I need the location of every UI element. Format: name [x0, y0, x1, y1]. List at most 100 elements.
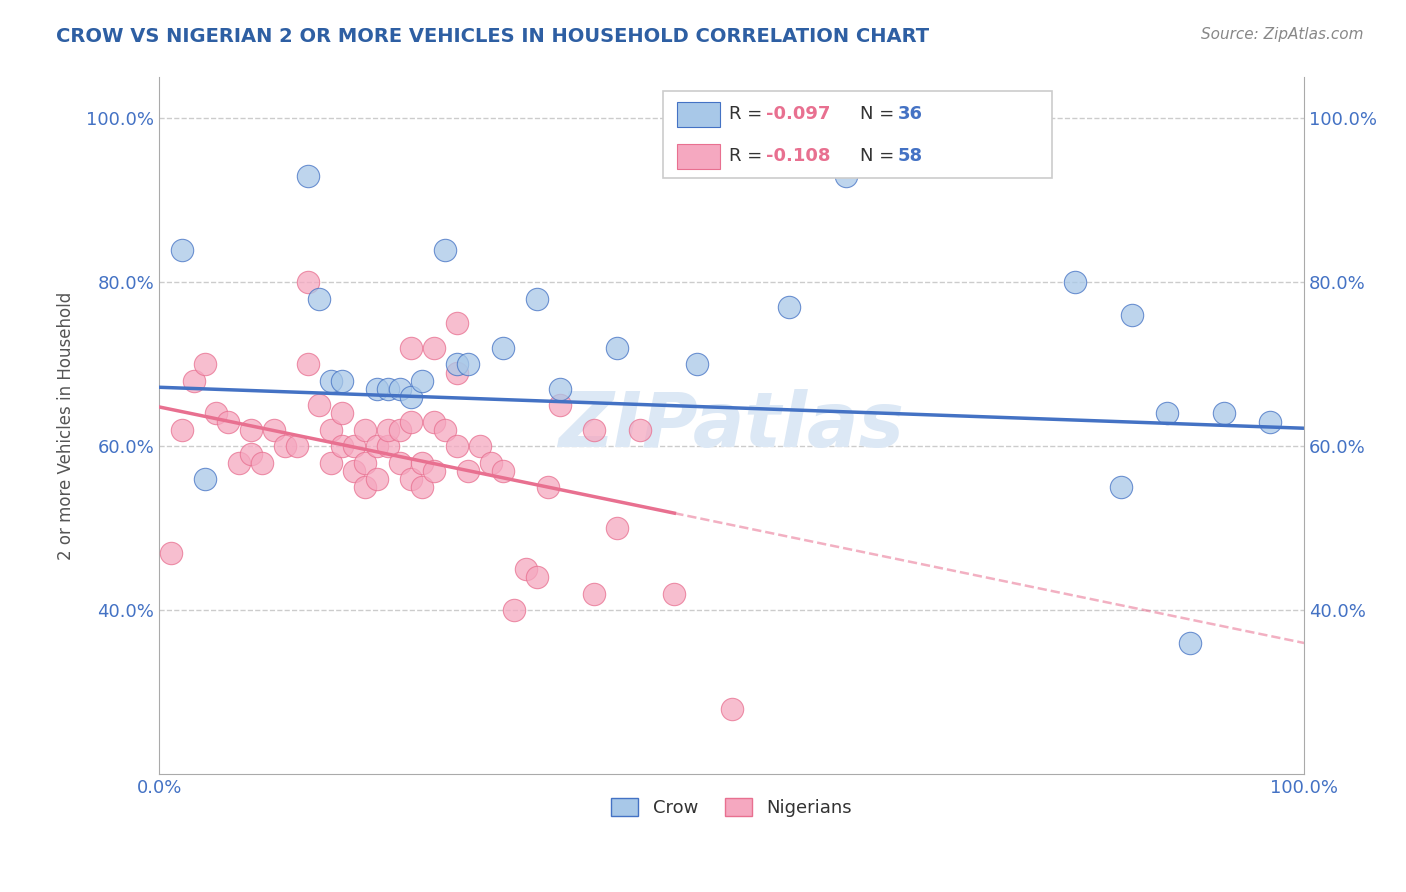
Point — [183, 374, 205, 388]
Text: CROW VS NIGERIAN 2 OR MORE VEHICLES IN HOUSEHOLD CORRELATION CHART: CROW VS NIGERIAN 2 OR MORE VEHICLES IN H… — [56, 27, 929, 45]
Point — [170, 243, 193, 257]
Point — [330, 439, 353, 453]
Point — [446, 439, 468, 453]
Text: R =: R = — [730, 105, 768, 123]
Point — [1121, 308, 1143, 322]
Point — [606, 341, 628, 355]
Text: ZIPatlas: ZIPatlas — [558, 389, 904, 463]
Text: 36: 36 — [897, 105, 922, 123]
Point — [308, 398, 330, 412]
Point — [239, 447, 262, 461]
Point — [434, 423, 457, 437]
Point — [583, 423, 606, 437]
Text: -0.097: -0.097 — [766, 105, 831, 123]
Point — [446, 366, 468, 380]
Point — [388, 382, 411, 396]
Point — [366, 439, 388, 453]
Point — [377, 423, 399, 437]
Point — [354, 423, 377, 437]
Point — [194, 472, 217, 486]
Point — [399, 341, 422, 355]
Point — [778, 300, 800, 314]
Point — [835, 169, 858, 183]
Point — [457, 357, 479, 371]
Point — [366, 472, 388, 486]
Y-axis label: 2 or more Vehicles in Household: 2 or more Vehicles in Household — [58, 292, 75, 560]
Point — [411, 480, 433, 494]
Point — [399, 415, 422, 429]
Point — [343, 439, 366, 453]
Text: N =: N = — [860, 147, 900, 165]
Point — [366, 382, 388, 396]
Text: Source: ZipAtlas.com: Source: ZipAtlas.com — [1201, 27, 1364, 42]
Point — [446, 357, 468, 371]
Point — [434, 243, 457, 257]
Point — [388, 423, 411, 437]
FancyBboxPatch shape — [662, 91, 1052, 178]
Point — [399, 390, 422, 404]
Legend: Crow, Nigerians: Crow, Nigerians — [603, 790, 859, 824]
Bar — [676, 144, 720, 169]
Point — [159, 546, 181, 560]
Point — [377, 382, 399, 396]
Point — [479, 456, 502, 470]
Point — [468, 439, 491, 453]
Point — [1213, 407, 1236, 421]
Point — [664, 587, 686, 601]
Point — [319, 423, 342, 437]
Point — [377, 439, 399, 453]
Point — [548, 398, 571, 412]
Point — [548, 382, 571, 396]
Point — [686, 357, 709, 371]
Point — [319, 374, 342, 388]
Point — [423, 415, 446, 429]
Point — [354, 456, 377, 470]
Point — [297, 276, 319, 290]
Point — [1156, 407, 1178, 421]
Point — [194, 357, 217, 371]
Point — [263, 423, 285, 437]
Point — [354, 480, 377, 494]
Point — [319, 456, 342, 470]
Point — [217, 415, 239, 429]
Point — [526, 570, 548, 584]
Point — [330, 407, 353, 421]
Point — [503, 603, 526, 617]
Point — [537, 480, 560, 494]
Point — [228, 456, 250, 470]
Point — [411, 456, 433, 470]
Point — [239, 423, 262, 437]
Point — [457, 464, 479, 478]
Point — [308, 292, 330, 306]
Point — [250, 456, 273, 470]
Point — [343, 464, 366, 478]
Point — [170, 423, 193, 437]
Point — [446, 316, 468, 330]
Point — [423, 341, 446, 355]
Point — [491, 341, 513, 355]
Point — [606, 521, 628, 535]
Point — [583, 587, 606, 601]
Point — [411, 374, 433, 388]
Point — [205, 407, 228, 421]
Point — [491, 464, 513, 478]
Text: 58: 58 — [897, 147, 922, 165]
Point — [399, 472, 422, 486]
Bar — [676, 102, 720, 127]
Point — [388, 456, 411, 470]
Point — [423, 464, 446, 478]
Point — [1064, 276, 1087, 290]
Point — [330, 374, 353, 388]
Point — [297, 169, 319, 183]
Point — [628, 423, 651, 437]
Point — [297, 357, 319, 371]
Point — [1178, 636, 1201, 650]
Text: -0.108: -0.108 — [766, 147, 831, 165]
Point — [526, 292, 548, 306]
Point — [1258, 415, 1281, 429]
Text: R =: R = — [730, 147, 768, 165]
Point — [1109, 480, 1132, 494]
Point — [285, 439, 308, 453]
Point — [515, 562, 537, 576]
Point — [274, 439, 297, 453]
